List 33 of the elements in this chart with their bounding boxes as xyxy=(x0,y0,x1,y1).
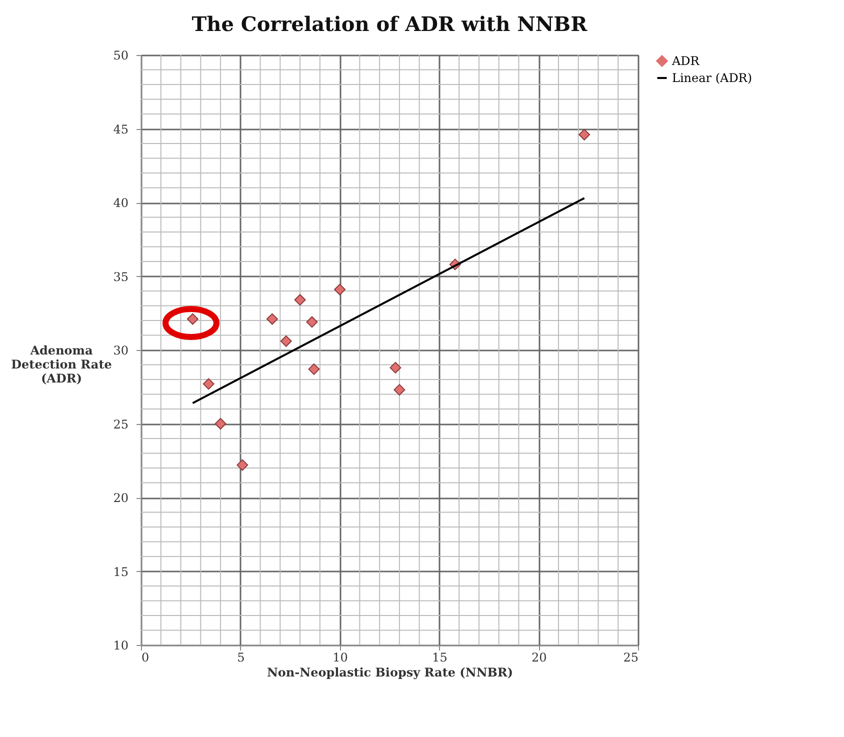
legend-label: ADR xyxy=(671,54,700,68)
point xyxy=(334,284,346,296)
chart-title: The Correlation of ADR with NNBR xyxy=(192,12,588,36)
point xyxy=(390,362,402,374)
point xyxy=(236,459,248,471)
x-tick-label: 15 xyxy=(432,650,448,664)
x-tick-label: 0 xyxy=(142,650,150,664)
point xyxy=(202,378,214,390)
point xyxy=(394,384,406,396)
y-tick-label: 30 xyxy=(113,344,128,358)
x-tick-label: 20 xyxy=(531,650,547,664)
x-tick-label: 25 xyxy=(623,650,638,664)
point xyxy=(306,316,318,328)
point xyxy=(294,294,306,306)
x-axis-title: Non-Neoplastic Biopsy Rate (NNBR) xyxy=(266,666,514,680)
y-tick-label: 50 xyxy=(113,48,128,62)
point xyxy=(214,418,226,430)
y-tick-label: 15 xyxy=(113,564,128,579)
y-tick-label: 20 xyxy=(113,491,128,505)
y-axis-title: Adenoma Detection Rate (ADR) xyxy=(11,344,112,386)
point xyxy=(186,313,198,325)
y-tick-label: 25 xyxy=(113,417,128,432)
point xyxy=(578,128,590,140)
legend-label: Linear (ADR) xyxy=(672,71,752,85)
x-tick-label: 10 xyxy=(332,650,348,664)
y-tick-label: 40 xyxy=(113,196,128,210)
y-tick-label: 45 xyxy=(113,122,128,136)
point xyxy=(266,313,278,325)
point xyxy=(280,335,292,347)
y-tick-label: 35 xyxy=(113,270,128,284)
y-tick-label: 10 xyxy=(113,638,128,652)
point xyxy=(308,363,320,375)
x-tick-label: 5 xyxy=(237,650,245,664)
